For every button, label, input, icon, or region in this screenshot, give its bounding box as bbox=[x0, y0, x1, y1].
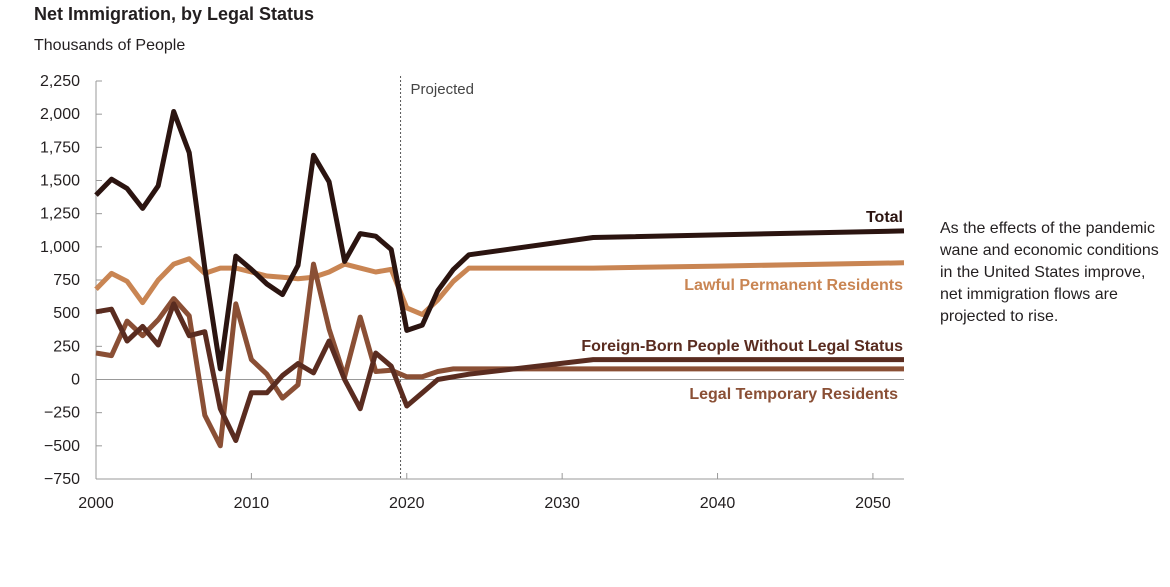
chart-title: Net Immigration, by Legal Status bbox=[34, 4, 315, 24]
x-tick-label: 2030 bbox=[544, 495, 580, 512]
y-tick-label: 2,000 bbox=[40, 106, 80, 123]
series-line-lawful bbox=[94, 256, 905, 317]
series-label-layer: Total Lawful Permanent Residents Foreign-B… bbox=[581, 209, 903, 403]
y-tick-label: 250 bbox=[53, 338, 80, 355]
y-tick-label: 2,250 bbox=[40, 73, 80, 90]
annotation-note: As the effects of the pandemic wane and … bbox=[940, 220, 1159, 325]
y-tick-label: 1,000 bbox=[40, 239, 80, 256]
series-label-temporary: Legal Temporary Residents bbox=[689, 386, 898, 403]
y-tick-label: −750 bbox=[44, 471, 80, 488]
y-tick-label: 750 bbox=[53, 272, 80, 289]
series-label-lawful: Lawful Permanent Residents bbox=[684, 277, 903, 294]
series-layer bbox=[94, 109, 905, 449]
y-tick-label: −250 bbox=[44, 405, 80, 422]
y-tick-label: 0 bbox=[71, 372, 80, 389]
x-tick-label: 2010 bbox=[234, 495, 270, 512]
y-tick-label: 1,250 bbox=[40, 206, 80, 223]
y-tick-label: −500 bbox=[44, 438, 80, 455]
y-tick-label: 1,750 bbox=[40, 139, 80, 156]
series-line-foreign bbox=[95, 301, 904, 443]
y-tick-label: 1,500 bbox=[40, 173, 80, 190]
projected-label: Projected bbox=[411, 81, 474, 98]
x-tick-label: 2050 bbox=[855, 495, 891, 512]
y-tick-label: 500 bbox=[53, 305, 80, 322]
series-label-total: Total bbox=[866, 209, 903, 226]
x-tick-label: 2040 bbox=[700, 495, 736, 512]
x-tick-label: 2000 bbox=[78, 495, 114, 512]
series-label-foreign: Foreign-Born People Without Legal Status bbox=[581, 338, 903, 355]
y-axis-units: Thousands of People bbox=[34, 37, 186, 54]
axis-layer: 2,250 2,000 1,750 1,500 1,250 1,000 750 500 250 0… bbox=[40, 73, 904, 512]
x-tick-label: 2020 bbox=[389, 495, 425, 512]
series-line-total bbox=[94, 109, 905, 372]
series-line-temporary bbox=[95, 261, 904, 449]
